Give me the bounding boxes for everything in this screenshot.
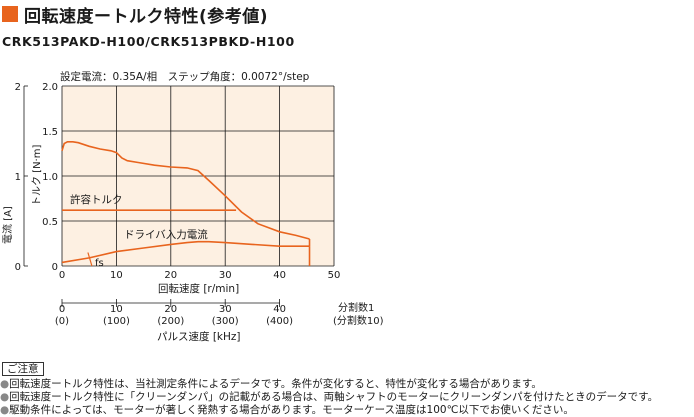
y2-tick-label: 2	[15, 82, 21, 93]
fs-marker	[87, 252, 93, 267]
notes-section: ご注意 ●回転速度ートルク特性は、当社測定条件によるデータです。条件が変化すると…	[0, 362, 694, 417]
model-number: CRK513PAKD-H100/CRK513PBKD-H100	[2, 34, 295, 49]
driver-current-curve	[61, 240, 310, 264]
y-tick-label: 0.5	[42, 217, 58, 228]
note-item-1: ●回転速度ートルク特性は、当社測定条件によるデータです。条件が変化すると、特性が…	[0, 378, 694, 391]
y2-tick-label: 0	[15, 262, 21, 273]
pulse-tick-label-div10: (0)	[55, 316, 69, 327]
y-tick-label: 1.5	[42, 127, 58, 138]
note-item-3: ●駆動条件によっては、モーターが著しく発熱する場合があります。モーターケース温度…	[0, 404, 694, 417]
x-axis-label: 回転速度 [r/min]	[158, 282, 239, 295]
allowable-torque-label: 許容トルク	[70, 193, 123, 206]
x-tick-label: 30	[219, 270, 232, 281]
y-tick-label: 2.0	[42, 82, 58, 93]
note-item-2: ●回転速度ートルク特性に「クリーンダンパ」の記載がある場合は、両軸シャフトのモー…	[0, 391, 694, 404]
pulse-tick-label: 20	[164, 304, 177, 315]
conditions-text: 設定電流：0.35A/相 ステップ角度：0.0072°/step	[60, 70, 310, 83]
y2-tick-label: 1	[15, 172, 21, 183]
notes-heading: ご注意	[2, 362, 44, 376]
y2-axis-label: 電流 [A]	[1, 206, 14, 244]
note-text: 駆動条件によっては、モーターが著しく発熱する場合があります。モーターケース温度は…	[9, 404, 574, 416]
y-tick-label: 0	[52, 262, 58, 273]
pulse-tick-label: 10	[110, 304, 123, 315]
series-layer	[61, 141, 311, 267]
bullet-icon: ●	[0, 391, 10, 403]
pulse-axis-label: パルス速度 [kHz]	[157, 330, 241, 343]
pulse-tick-label-div10: (100)	[103, 316, 130, 327]
x-tick-label: 10	[110, 270, 123, 281]
pulse-axis: 0(0) 10(100) 20(200) 30(300) 40(400)	[55, 299, 293, 327]
pulse-div1-label: 分割数1	[338, 301, 374, 314]
speed-torque-chart: 設定電流：0.35A/相 ステップ角度：0.0072°/step 0 10 20 30…	[1, 70, 384, 343]
pulse-tick-label: 30	[219, 304, 232, 315]
pulse-tick-label-div10: (200)	[157, 316, 184, 327]
title-marker	[2, 6, 18, 22]
note-text: 回転速度ートルク特性に「クリーンダンパ」の記載がある場合は、両軸シャフトのモータ…	[9, 391, 659, 403]
y-tick-label: 1.0	[42, 172, 58, 183]
fs-label: fs	[95, 258, 104, 269]
torque-curve	[61, 141, 310, 240]
pulse-div10-label: (分割数10)	[333, 314, 384, 327]
axis-layer: 0 10 20 30 40 50 0 0.5 1.0 1.5 2.0 0 1 2	[15, 82, 341, 281]
grid-lines	[61, 85, 335, 267]
title-row: 回転速度ートルク特性(参考値)	[0, 2, 269, 27]
note-text: 回転速度ートルク特性は、当社測定条件によるデータです。条件が変化すると、特性が変…	[9, 378, 542, 390]
bullet-icon: ●	[0, 404, 10, 416]
x-tick-label: 0	[59, 270, 65, 281]
driver-current-label: ドライバ入力電流	[124, 228, 208, 241]
x-tick-label: 20	[164, 270, 177, 281]
bullet-icon: ●	[0, 378, 10, 390]
pulse-tick-label: 0	[59, 304, 65, 315]
pulse-tick-label-div10: (400)	[266, 316, 293, 327]
pulse-tick-label: 40	[273, 304, 286, 315]
page-title: 回転速度ートルク特性(参考値)	[24, 6, 269, 27]
pulse-tick-label-div10: (300)	[212, 316, 239, 327]
y-axis-label: トルク [N·m]	[31, 145, 43, 206]
x-tick-label: 40	[273, 270, 286, 281]
x-tick-label: 50	[328, 270, 341, 281]
